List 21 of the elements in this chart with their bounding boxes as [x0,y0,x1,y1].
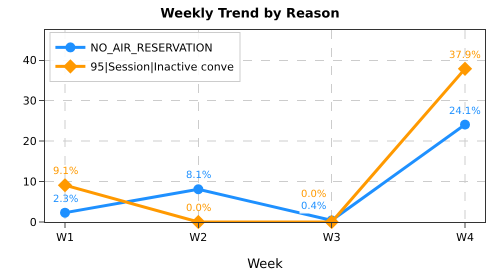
x-tick-label: W2 [189,231,208,244]
x-tick-label: W1 [56,231,74,244]
data-label: 0.0% [301,189,326,200]
y-tick-label: 20 [22,135,37,148]
y-tick-label: 30 [22,94,37,108]
data-label: 2.3% [53,194,78,205]
data-label: 0.0% [186,203,212,214]
chart-title: Weekly Trend by Reason [160,6,340,22]
y-tick-label: 10 [22,175,37,188]
x-axis-title: Week [247,256,284,272]
y-tick-label: 0 [30,216,37,229]
legend-label: NO_AIR_RESERVATION [90,42,213,55]
y-tick-label: 40 [22,54,37,68]
data-label: 9.1% [53,166,78,177]
x-tick-label: W4 [456,231,474,244]
data-label: 37.9% [449,50,481,61]
data-label: 0.4% [301,201,326,212]
data-label: 8.1% [186,170,212,181]
data-label: 24.1% [449,106,481,117]
legend-label: 95|Session|Inactive conve [90,60,234,74]
x-tick-label: W3 [322,231,341,244]
